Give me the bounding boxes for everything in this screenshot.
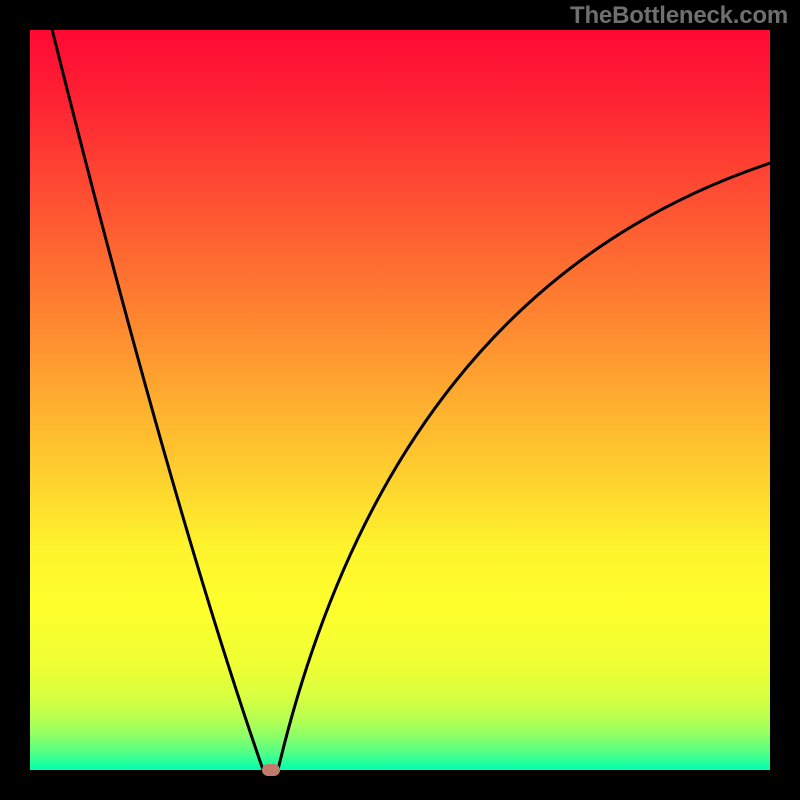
bottleneck-curve <box>30 30 770 770</box>
optimal-point-marker <box>262 764 280 776</box>
watermark-text: TheBottleneck.com <box>570 2 788 29</box>
source-watermark: TheBottleneck.com <box>570 2 788 30</box>
plot-area <box>30 30 770 770</box>
chart-container: TheBottleneck.com <box>0 0 800 800</box>
